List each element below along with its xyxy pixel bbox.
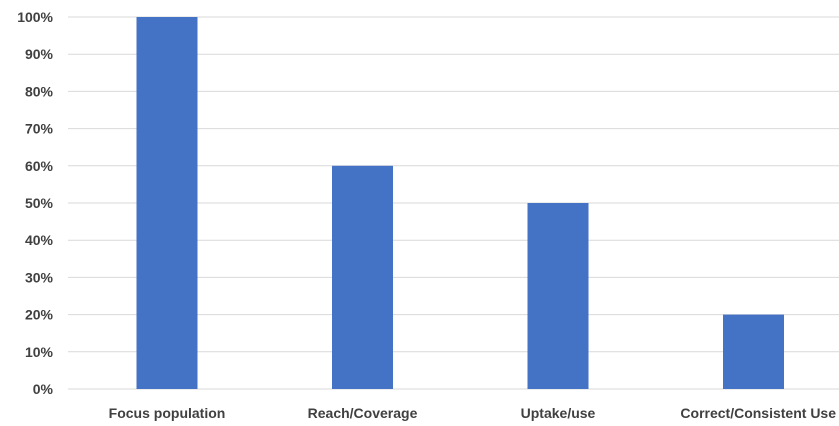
- bars: [136, 17, 784, 389]
- y-tick-label: 40%: [25, 232, 54, 248]
- y-tick-label: 50%: [25, 195, 54, 211]
- x-tick-label: Focus population: [109, 405, 226, 421]
- y-tick-label: 100%: [17, 9, 53, 25]
- x-tick-label: Uptake/use: [521, 405, 596, 421]
- y-tick-label: 70%: [25, 121, 54, 137]
- y-tick-label: 60%: [25, 158, 54, 174]
- bar-correct-consistent-use: [723, 314, 784, 389]
- y-tick-label: 90%: [25, 46, 54, 62]
- bar-uptake-use: [527, 203, 589, 389]
- y-tick-label: 80%: [25, 83, 54, 99]
- y-tick-label: 0%: [33, 381, 54, 397]
- bar-reach-coverage: [332, 165, 393, 389]
- y-axis-tick-labels: 0% 10% 20% 30% 40% 50% 60% 70% 80% 90% 100%: [17, 9, 53, 397]
- bar-focus-population: [136, 17, 198, 389]
- y-tick-label: 20%: [25, 307, 54, 323]
- x-tick-label: Correct/Consistent Use: [680, 405, 836, 421]
- y-tick-label: 30%: [25, 269, 54, 285]
- x-tick-label: Reach/Coverage: [308, 405, 418, 421]
- x-axis-tick-labels: Focus population Reach/Coverage Uptake/use…: [109, 405, 837, 421]
- y-tick-label: 10%: [25, 344, 54, 360]
